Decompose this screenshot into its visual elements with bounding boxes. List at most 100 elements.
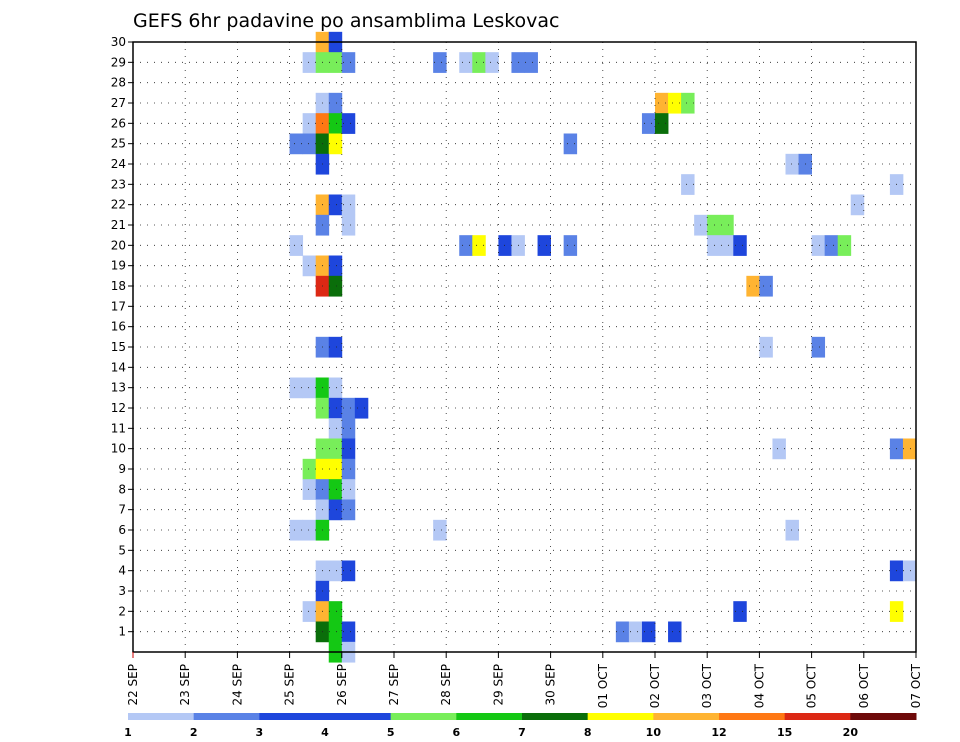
heatmap-cell [759,275,773,297]
heatmap-cell [328,560,343,582]
x-tick-label: 01 OCT [596,663,610,708]
heatmap-cell [302,601,317,622]
heatmap-cell [328,275,343,297]
x-tick-label: 26 SEP [335,664,349,706]
heatmap-cell [498,235,512,256]
heatmap-cell [328,113,343,134]
heatmap-cell [641,113,656,134]
x-tick-label: 05 OCT [805,663,819,708]
heatmap-cell [759,336,773,358]
heatmap-cell [668,621,682,643]
heatmap-cell [341,479,356,500]
heatmap-cell [811,235,826,256]
y-tick-label: 5 [118,543,126,557]
legend-label: 3 [256,726,264,739]
legend-swatch [259,713,326,720]
heatmap-cell [655,113,669,134]
y-tick-label: 30 [111,35,126,49]
y-tick-label: 24 [111,157,126,171]
legend-label: 10 [646,726,662,739]
legend-label: 12 [711,726,726,739]
heatmap-cell [772,438,786,460]
x-tick-label: 06 OCT [857,663,871,708]
legend-swatch [719,713,786,720]
heatmap-cell [328,418,343,439]
y-tick-label: 18 [111,279,126,293]
legend-swatch [587,713,654,720]
heatmap-cell [707,214,721,236]
heatmap-cell [459,235,473,256]
heatmap-cell [328,499,343,521]
heatmap-cell [328,601,343,622]
x-tick-label: 04 OCT [752,663,766,708]
heatmap-cell [302,479,317,500]
y-tick-label: 26 [111,116,126,130]
y-tick-label: 8 [118,482,126,496]
heatmap-cell [328,397,343,419]
legend-label: 20 [843,726,859,739]
legend-swatch [325,713,392,720]
x-tick-label: 07 OCT [909,663,923,708]
heatmap-cell [341,214,356,236]
legend-label: 8 [584,726,592,739]
heatmap-cell [341,397,356,419]
heatmap-cell [328,377,343,399]
x-tick-label: 25 SEP [283,664,297,706]
heatmap-cell [289,133,304,155]
y-tick-label: 14 [111,360,126,374]
legend-swatch [784,713,851,720]
x-tick-label: 30 SEP [544,664,558,706]
heatmap-cell [681,174,695,195]
y-tick-label: 13 [111,381,126,395]
y-tick-label: 28 [111,76,126,90]
heatmap-cell [733,601,747,622]
heatmap-cell [655,92,669,114]
y-tick-label: 3 [118,584,126,598]
heatmap-cell [289,377,304,399]
y-tick-label: 29 [111,55,126,69]
y-tick-label: 7 [118,503,126,517]
legend-swatch [128,713,195,720]
heatmap-cell [328,479,343,500]
y-tick-label: 4 [118,564,126,578]
dotted-grid [133,41,916,652]
heatmap-cell [302,133,317,155]
heatmap-cell [902,438,917,460]
heatmap-cell [472,235,486,256]
heatmap-cell [837,235,852,256]
heatmap-cell [537,235,551,256]
y-tick-label: 1 [118,625,126,639]
heatmap-cell [707,235,721,256]
heatmap-cell [615,621,630,643]
heatmap-cell [328,133,343,155]
heatmap-cell [302,519,317,541]
y-tick-label: 6 [118,523,126,537]
y-tick-label: 15 [111,340,126,354]
heatmap-cell [824,235,839,256]
chart-title: GEFS 6hr padavine po ansamblima Leskovac [133,10,560,32]
heatmap-cell [328,458,343,480]
x-tick-label: 27 SEP [387,664,401,706]
heatmap-cell [720,214,734,236]
heatmap-cell [720,235,734,256]
x-tick-label: 29 SEP [491,664,505,706]
legend-label: 6 [453,726,461,739]
heatmap-cell [785,519,799,541]
heatmap-cell [341,113,356,134]
y-tick-label: 21 [111,218,126,232]
heatmap-cell [433,52,447,73]
heatmap-cell [328,621,343,643]
y-axis: 1234567891011121314151617181920212223242… [111,35,133,639]
legend-swatch [653,713,720,720]
x-axis: 22 SEP 23 SEP 24 SEP 25 SEP 26 SEP 27 SEP 28 S… [126,652,923,708]
heatmap-cells [289,31,917,663]
heatmap-cell [341,458,356,480]
heatmap-cell [433,519,447,541]
legend-swatch [456,713,523,720]
heatmap-cell [746,275,760,297]
heatmap-cell [328,336,343,358]
legend-swatch [850,713,917,720]
heatmap-cell [289,519,304,541]
heatmap-cell [302,113,317,134]
y-tick-label: 9 [118,462,126,476]
